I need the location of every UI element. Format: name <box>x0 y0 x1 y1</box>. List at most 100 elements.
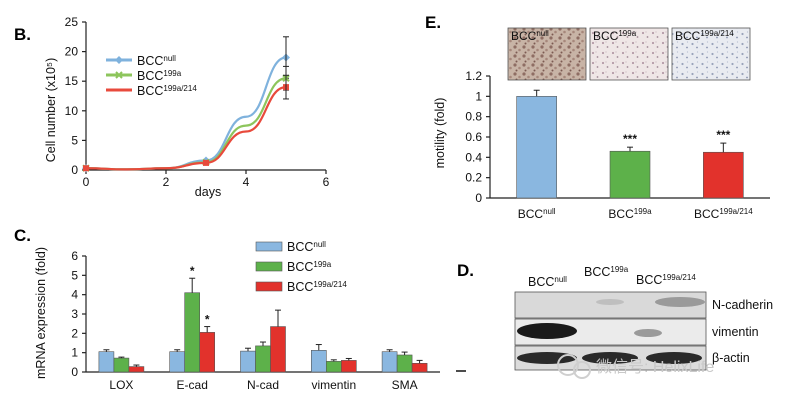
panel-b-legend-marker <box>115 56 123 64</box>
panel-c-bar <box>184 292 200 373</box>
panel-c-y-tick-label: 6 <box>71 249 78 263</box>
western-blot-lane-label: BCC199a/214 <box>636 273 696 288</box>
panel-b-y-tick-label: 0 <box>71 163 78 177</box>
western-blot-row-label: N-cadherin <box>712 298 773 312</box>
panel-c-significance-mark: * <box>205 313 210 327</box>
panel-e-category-label: BCC199a <box>608 207 652 222</box>
panel-c-bar <box>255 345 271 373</box>
blot-band-beta-actin-3 <box>646 352 702 364</box>
panel-c-category-label: E-cad <box>177 378 208 392</box>
panel-e-micrograph <box>507 27 587 81</box>
panel-b-y-tick-label: 25 <box>65 15 79 29</box>
panel-b-x-tick-label: 4 <box>243 175 250 189</box>
panel-e-y-tick-label: 1.2 <box>465 69 482 83</box>
panel-e-micrographs: BCCnull BCC199a BCC199a/214 <box>507 27 751 81</box>
panel-e-significance-mark: *** <box>716 128 730 142</box>
panel-c-bar <box>396 354 413 373</box>
watermark: 微信号: HelixLife <box>557 354 714 379</box>
panel-c-significance-mark: * <box>190 264 195 278</box>
panel-c-y-tick-label: 4 <box>71 288 78 302</box>
panel-e-micrograph-label: BCC199a/214 <box>675 29 734 44</box>
panel-c-bar <box>325 361 342 373</box>
blot-band-vimentin-faint <box>634 329 662 337</box>
panel-b-x-tick-label: 6 <box>323 175 330 189</box>
panel-e-y-tick-label: 0 <box>475 191 482 205</box>
panel-b-x-tick-label: 2 <box>163 175 170 189</box>
panel-e-bar <box>516 96 557 199</box>
panel-c-bar <box>411 362 428 373</box>
panel-c-bar <box>381 351 398 373</box>
panel-c-legend-swatch <box>255 281 283 292</box>
panel-b-line-2 <box>85 86 287 171</box>
panel-e-bar <box>703 151 744 199</box>
panel-c-bar <box>240 350 256 373</box>
panel-e-micrograph <box>671 27 751 81</box>
panel-b-x-axis-label: days <box>195 185 221 199</box>
wechat-icon <box>557 354 579 376</box>
blot-band-n-cadherin <box>655 297 705 307</box>
blot-band-vimentin <box>517 323 577 339</box>
panel-b-y-tick-label: 20 <box>65 45 79 59</box>
panel-c-y-tick-label: 5 <box>71 268 78 282</box>
panel-c-bars: ** <box>98 264 428 373</box>
panel-e-y-tick-label: 0.2 <box>465 171 482 185</box>
panel-c-tick-labels: 0 1 2 3 4 5 6 LOX E-cad N-cad vimentin SMA <box>71 249 417 392</box>
panel-e-bar <box>609 150 651 199</box>
wechat-icon-bubble <box>573 361 591 379</box>
panel-e-micrograph-label: BCC199a <box>593 29 637 44</box>
panel-c-legend-label: BCC199a <box>287 260 332 275</box>
panel-c-bar <box>128 366 145 373</box>
panel-e-micrograph <box>589 27 669 81</box>
panel-b-legend-label: BCC199a <box>137 69 182 84</box>
blot-band-n-cadherin-faint <box>596 299 624 305</box>
panel-b-y-tick-label: 10 <box>65 104 79 118</box>
panel-b-legend-label: BCCnull <box>137 54 176 69</box>
panel-c-category-label: SMA <box>392 378 418 392</box>
panel-e-y-tick-label: 0.4 <box>465 150 482 164</box>
panel-e-significance-mark: *** <box>623 132 637 146</box>
panel-c-y-tick-label: 0 <box>71 365 78 379</box>
panel-e-category-label: BCCnull <box>518 207 556 222</box>
panel-e-micrograph-label: BCCnull <box>511 29 549 44</box>
panel-c-legend-swatch <box>255 241 283 252</box>
panel-b-y-axis-label: Cell number (x10⁵) <box>44 58 58 163</box>
panel-c-bar <box>113 357 130 373</box>
panel-c-y-tick-label: 1 <box>71 346 78 360</box>
panel-b-x-tick-label: 0 <box>83 175 90 189</box>
western-blot-image <box>514 291 707 371</box>
panel-c-legend: BCCnull BCC199a BCC199a/214 <box>255 240 347 295</box>
panel-b-y-tick-label: 15 <box>65 74 79 88</box>
panel-c-category-label: LOX <box>109 378 133 392</box>
panel-e-y-axis-label: motility (fold) <box>433 98 447 169</box>
panel-c-category-label: vimentin <box>311 378 356 392</box>
panel-b-tick-labels: 0 5 10 15 20 25 0 2 4 6 <box>65 15 330 189</box>
blot-band-beta-actin-2 <box>582 352 638 364</box>
panel-c-category-label: N-cad <box>247 378 279 392</box>
panel-c-bar <box>169 351 185 373</box>
panel-b-marker <box>83 165 89 172</box>
panel-c-legend-label: BCCnull <box>287 240 326 255</box>
panel-e-y-tick-label: 0.8 <box>465 110 482 124</box>
panel-e-letter: E. <box>425 13 441 32</box>
western-blot-lane-labels: BCCnull BCC199a BCC199a/214 <box>528 265 696 290</box>
panel-c-legend-label: BCC199a/214 <box>287 280 347 295</box>
panel-c-letter: C. <box>14 226 31 245</box>
panel-c-y-axis-label: mRNA expression (fold) <box>34 247 48 379</box>
panel-c-bar <box>340 360 357 373</box>
panel-c-legend-swatch <box>255 261 283 272</box>
panel-b-legend-label: BCC199a/214 <box>137 84 197 99</box>
panel-b-letter: B. <box>14 25 31 44</box>
panel-e-tick-labels: 0 0.2 0.4 0.6 0.8 1 1.2 BCCnull BCC199a BCC199a/2… <box>465 69 753 221</box>
blot-band-beta-actin-1 <box>517 352 577 364</box>
western-blot-lane-label: BCCnull <box>528 275 567 290</box>
panel-c-bar <box>270 326 286 373</box>
panel-b-legend-marker <box>115 71 123 79</box>
western-blot-row-labels: N-cadherin vimentin β-actin <box>712 298 773 365</box>
panel-b-y-tick-label: 5 <box>71 133 78 147</box>
panel-e-bars: *** *** <box>516 89 744 199</box>
western-blot-row-label: vimentin <box>712 325 759 339</box>
panel-b-marker <box>203 159 209 166</box>
panel-e-category-label: BCC199a/214 <box>694 207 753 222</box>
